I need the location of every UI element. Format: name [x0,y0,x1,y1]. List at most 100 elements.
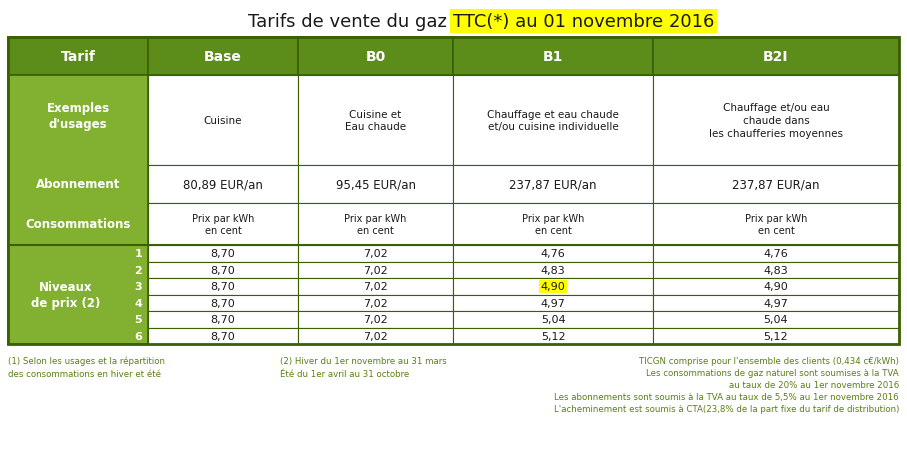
Text: 5,12: 5,12 [764,331,788,341]
Text: Été du 1er avril au 31 octobre: Été du 1er avril au 31 octobre [280,369,409,378]
Polygon shape [653,76,899,166]
Polygon shape [653,295,899,311]
Text: 7,02: 7,02 [363,331,388,341]
Polygon shape [298,295,453,311]
Polygon shape [453,76,653,166]
Polygon shape [453,328,653,344]
Text: Les abonnements sont soumis à la TVA au taux de 5,5% au 1er novembre 2016: Les abonnements sont soumis à la TVA au … [554,392,899,401]
Polygon shape [653,245,899,262]
Text: 4,76: 4,76 [541,249,565,259]
Text: Niveaux
de prix (2): Niveaux de prix (2) [32,280,101,309]
Text: L'acheminement est soumis à CTA(23,8% de la part fixe du tarif de distribution): L'acheminement est soumis à CTA(23,8% de… [553,404,899,413]
Text: 80,89 EUR/an: 80,89 EUR/an [183,178,263,191]
Text: 7,02: 7,02 [363,314,388,324]
Text: B1: B1 [542,50,563,64]
Text: 4,76: 4,76 [764,249,788,259]
Text: 237,87 EUR/an: 237,87 EUR/an [509,178,597,191]
Text: TICGN comprise pour l'ensemble des clients (0,434 c€/kWh): TICGN comprise pour l'ensemble des clien… [639,356,899,365]
Text: 4,83: 4,83 [541,265,565,275]
Text: 4,97: 4,97 [541,298,565,308]
Polygon shape [8,76,148,245]
Text: 7,02: 7,02 [363,282,388,292]
Polygon shape [298,245,453,262]
Text: Exemples
d'usages: Exemples d'usages [46,101,110,131]
Polygon shape [148,295,298,311]
Text: 2: 2 [134,265,142,275]
Polygon shape [298,166,453,203]
Text: Prix par kWh
en cent: Prix par kWh en cent [745,213,807,236]
Text: Tarifs de vente du gaz: Tarifs de vente du gaz [249,13,453,31]
Polygon shape [453,203,653,245]
Text: TTC(*) au 01 novembre 2016: TTC(*) au 01 novembre 2016 [453,13,715,31]
Text: Prix par kWh
en cent: Prix par kWh en cent [191,213,254,236]
Text: 7,02: 7,02 [363,249,388,259]
Polygon shape [453,245,653,262]
Polygon shape [298,328,453,344]
Polygon shape [148,38,298,76]
Polygon shape [298,278,453,295]
Text: (2) Hiver du 1er novembre au 31 mars: (2) Hiver du 1er novembre au 31 mars [280,356,447,365]
Polygon shape [148,311,298,328]
Polygon shape [653,278,899,295]
Polygon shape [148,278,298,295]
Text: 95,45 EUR/an: 95,45 EUR/an [336,178,415,191]
Polygon shape [148,76,298,166]
Text: Cuisine: Cuisine [204,116,242,126]
Polygon shape [653,328,899,344]
Polygon shape [453,166,653,203]
Text: 4,90: 4,90 [541,282,565,292]
Text: 6: 6 [134,331,142,341]
Text: 8,70: 8,70 [210,331,236,341]
Polygon shape [8,38,148,76]
Polygon shape [453,262,653,278]
Polygon shape [453,278,653,295]
Text: Cuisine et
Eau chaude: Cuisine et Eau chaude [345,109,406,132]
Text: 8,70: 8,70 [210,314,236,324]
Text: 4: 4 [134,298,142,308]
Polygon shape [453,38,653,76]
Text: 8,70: 8,70 [210,282,236,292]
Polygon shape [653,311,899,328]
Text: 7,02: 7,02 [363,298,388,308]
Text: B0: B0 [366,50,385,64]
Text: B2I: B2I [764,50,789,64]
Text: 8,70: 8,70 [210,298,236,308]
Polygon shape [453,311,653,328]
Polygon shape [653,38,899,76]
Text: 4,83: 4,83 [764,265,788,275]
Text: 237,87 EUR/an: 237,87 EUR/an [732,178,820,191]
Text: 5,04: 5,04 [764,314,788,324]
Text: au taux de 20% au 1er novembre 2016: au taux de 20% au 1er novembre 2016 [728,380,899,389]
Polygon shape [148,328,298,344]
Polygon shape [148,245,298,262]
Text: Abonnement: Abonnement [35,178,121,191]
Text: des consommations en hiver et été: des consommations en hiver et été [8,369,161,378]
Polygon shape [298,38,453,76]
Text: 3: 3 [134,282,142,292]
Polygon shape [298,311,453,328]
Polygon shape [148,203,298,245]
Polygon shape [148,262,298,278]
Polygon shape [8,245,148,344]
Text: Tarif: Tarif [61,50,95,64]
Polygon shape [298,76,453,166]
Polygon shape [653,166,899,203]
Polygon shape [148,166,298,203]
Text: 4,97: 4,97 [764,298,788,308]
Polygon shape [453,295,653,311]
Polygon shape [653,262,899,278]
Text: 1: 1 [134,249,142,259]
Text: Les consommations de gaz naturel sont soumises à la TVA: Les consommations de gaz naturel sont so… [647,368,899,377]
Text: 5: 5 [134,314,142,324]
Text: Prix par kWh
en cent: Prix par kWh en cent [522,213,584,236]
Text: 4,90: 4,90 [764,282,788,292]
Text: Chauffage et/ou eau
chaude dans
les chaufferies moyennes: Chauffage et/ou eau chaude dans les chau… [709,103,843,138]
Polygon shape [298,203,453,245]
Text: 5,04: 5,04 [541,314,565,324]
Text: 5,12: 5,12 [541,331,565,341]
Polygon shape [653,203,899,245]
Text: Chauffage et eau chaude
et/ou cuisine individuelle: Chauffage et eau chaude et/ou cuisine in… [487,109,619,132]
Text: (1) Selon les usages et la répartition: (1) Selon les usages et la répartition [8,356,165,366]
Text: Consommations: Consommations [25,218,131,231]
Text: Prix par kWh
en cent: Prix par kWh en cent [345,213,406,236]
